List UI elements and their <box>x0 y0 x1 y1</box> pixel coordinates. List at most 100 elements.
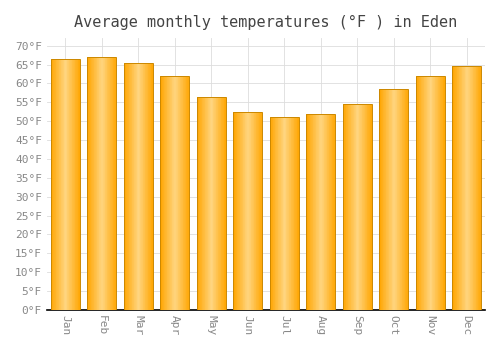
Bar <box>455 66 456 310</box>
Bar <box>345 104 346 310</box>
Bar <box>320 114 322 310</box>
Bar <box>171 76 172 310</box>
Bar <box>207 97 208 310</box>
Bar <box>215 97 216 310</box>
Bar <box>270 117 299 310</box>
Bar <box>52 59 54 310</box>
Bar <box>458 66 460 310</box>
Bar <box>296 117 298 310</box>
Bar <box>461 66 462 310</box>
Bar <box>90 57 92 310</box>
Bar <box>346 104 347 310</box>
Bar <box>60 59 62 310</box>
Bar <box>353 104 354 310</box>
Bar <box>97 57 98 310</box>
Bar <box>62 59 63 310</box>
Bar <box>198 97 200 310</box>
Bar <box>165 76 166 310</box>
Bar <box>454 66 455 310</box>
Bar <box>257 112 258 310</box>
Bar <box>402 89 403 310</box>
Bar <box>210 97 211 310</box>
Bar <box>55 59 56 310</box>
Bar <box>399 89 400 310</box>
Bar <box>438 76 439 310</box>
Bar <box>344 104 345 310</box>
Bar <box>417 76 418 310</box>
Bar <box>477 66 478 310</box>
Bar <box>92 57 93 310</box>
Bar <box>184 76 185 310</box>
Bar <box>211 97 212 310</box>
Bar <box>364 104 365 310</box>
Bar <box>261 112 262 310</box>
Bar <box>98 57 100 310</box>
Bar <box>314 114 315 310</box>
Bar <box>430 76 431 310</box>
Bar <box>126 63 127 310</box>
Bar <box>249 112 250 310</box>
Bar <box>403 89 404 310</box>
Bar <box>164 76 165 310</box>
Bar <box>311 114 312 310</box>
Bar <box>270 117 271 310</box>
Bar <box>188 76 190 310</box>
Bar <box>306 114 336 310</box>
Bar <box>273 117 274 310</box>
Bar <box>474 66 475 310</box>
Bar <box>224 97 225 310</box>
Bar <box>216 97 217 310</box>
Bar <box>431 76 432 310</box>
Bar <box>309 114 310 310</box>
Bar <box>312 114 314 310</box>
Bar <box>452 66 453 310</box>
Bar <box>109 57 110 310</box>
Bar <box>139 63 140 310</box>
Bar <box>150 63 152 310</box>
Bar <box>187 76 188 310</box>
Bar <box>255 112 256 310</box>
Bar <box>291 117 292 310</box>
Bar <box>476 66 477 310</box>
Bar <box>260 112 261 310</box>
Bar <box>182 76 184 310</box>
Bar <box>65 59 66 310</box>
Bar <box>380 89 382 310</box>
Bar <box>200 97 201 310</box>
Bar <box>428 76 429 310</box>
Bar <box>416 76 417 310</box>
Bar <box>479 66 480 310</box>
Bar <box>284 117 285 310</box>
Bar <box>379 89 380 310</box>
Bar <box>391 89 392 310</box>
Bar <box>220 97 222 310</box>
Bar <box>125 63 126 310</box>
Bar <box>147 63 148 310</box>
Bar <box>239 112 240 310</box>
Bar <box>424 76 425 310</box>
Bar <box>290 117 291 310</box>
Bar <box>316 114 317 310</box>
Bar <box>64 59 65 310</box>
Bar <box>196 97 198 310</box>
Bar <box>219 97 220 310</box>
Bar <box>104 57 106 310</box>
Bar <box>293 117 294 310</box>
Bar <box>124 63 152 310</box>
Bar <box>342 104 372 310</box>
Bar <box>358 104 360 310</box>
Bar <box>460 66 461 310</box>
Bar <box>208 97 209 310</box>
Bar <box>342 104 344 310</box>
Bar <box>333 114 334 310</box>
Bar <box>166 76 168 310</box>
Bar <box>355 104 356 310</box>
Bar <box>478 66 479 310</box>
Bar <box>472 66 474 310</box>
Bar <box>114 57 115 310</box>
Bar <box>456 66 458 310</box>
Bar <box>280 117 281 310</box>
Bar <box>322 114 323 310</box>
Bar <box>50 59 80 310</box>
Bar <box>168 76 169 310</box>
